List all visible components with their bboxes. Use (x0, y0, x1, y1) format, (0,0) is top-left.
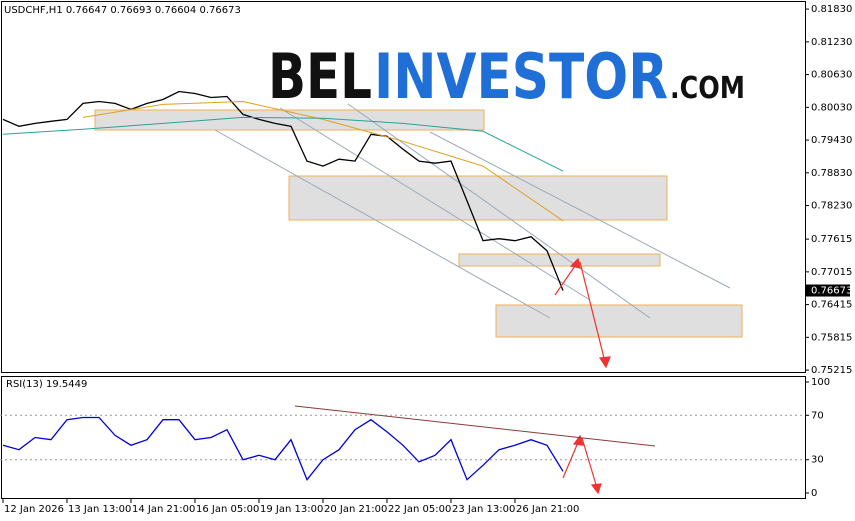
trend-line (429, 131, 731, 289)
y-tick-label: 0.77015 (811, 267, 852, 278)
x-tick-label: 16 Jan 05:00 (196, 504, 259, 515)
arrow-head (569, 257, 581, 269)
logo-part: .COM (670, 71, 745, 106)
watermark: BEL INVESTOR .COM (268, 40, 745, 113)
y-tick-label: 0.75815 (811, 332, 852, 343)
y-tick-label: 0.81230 (811, 37, 852, 48)
x-tick-label: 19 Jan 13:00 (260, 504, 323, 515)
rsi-trend-line (294, 405, 656, 447)
zone (288, 175, 668, 221)
y-tick-label: 0.80630 (811, 70, 852, 81)
zone (458, 253, 661, 267)
trend-line (214, 129, 551, 319)
y-tick-label: 0.77615 (811, 234, 852, 245)
x-tick-label: 14 Jan 21:00 (132, 504, 195, 515)
arrow (581, 437, 598, 489)
y-tick-label: 0.75215 (811, 365, 852, 376)
logo-part: INVESTOR (374, 40, 668, 113)
series-line (2, 416, 564, 481)
x-tick-label: 12 Jan 2026 (4, 504, 64, 515)
arrows (554, 257, 611, 495)
x-tick-label: 22 Jan 05:00 (388, 504, 451, 515)
arrow-head (590, 483, 602, 495)
logo-part: BEL (268, 40, 372, 113)
rsi-panel (1, 376, 806, 499)
arrow (554, 262, 578, 296)
arrow (579, 261, 606, 363)
main-panel (1, 1, 806, 373)
y-tick-label: 0 (811, 488, 817, 499)
y-tick-label: 70 (811, 410, 824, 421)
zone (495, 304, 743, 338)
y-tick-label: 0.79430 (811, 135, 852, 146)
series-line (2, 116, 564, 172)
y-tick-label: 100 (811, 377, 830, 388)
series-line (82, 100, 564, 222)
y-tick-label: 30 (811, 455, 824, 466)
y-tick-label: 0.80030 (811, 102, 852, 113)
y-tick-label: 0.81830 (811, 4, 852, 15)
x-tick-label: 23 Jan 13:00 (452, 504, 515, 515)
series-line (2, 90, 564, 291)
rsi-title: RSI(13) 19.5449 (6, 379, 87, 390)
price-label: 0.76673 (811, 286, 852, 297)
arrow-head (598, 356, 611, 369)
x-tick-label: 26 Jan 21:00 (516, 504, 579, 515)
x-tick-label: 13 Jan 13:00 (68, 504, 131, 515)
zones (94, 109, 743, 338)
zone (94, 109, 485, 131)
y-tick-label: 0.78230 (811, 201, 852, 212)
arrow (562, 439, 580, 479)
price-box (806, 284, 850, 297)
plot: 0.81830 0.81230 0.80630 0.80030 0.79430 0.788… (0, 4, 852, 515)
trend-line (279, 107, 591, 301)
y-tick-label: 0.78830 (811, 168, 852, 179)
main-title: USDCHF,H1 0.76647 0.76693 0.76604 0.7667… (4, 5, 241, 16)
x-tick-label: 20 Jan 21:00 (324, 504, 387, 515)
y-tick-label: 0.76415 (811, 300, 852, 311)
